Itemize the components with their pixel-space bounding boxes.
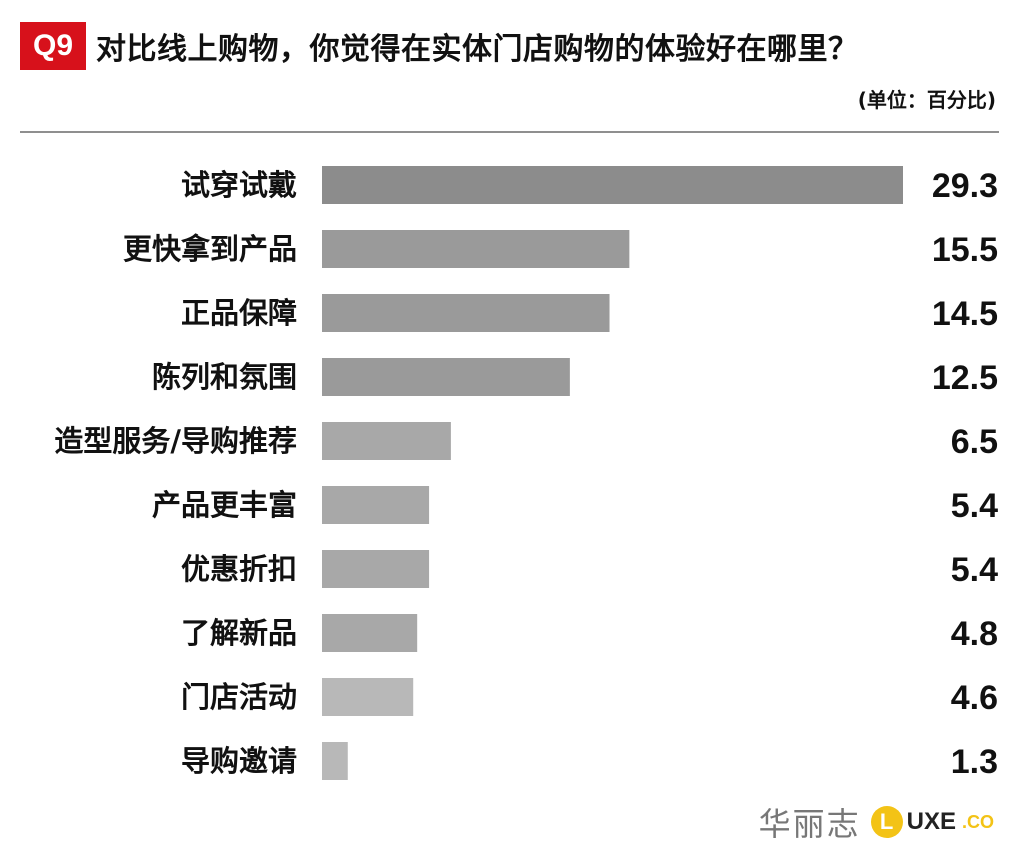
bar [322,294,610,332]
value-label: 14.5 [932,295,998,333]
value-label: 5.4 [951,487,998,525]
category-label: 更快拿到产品 [123,232,297,266]
category-label: 产品更丰富 [152,488,297,522]
value-label: 12.5 [932,359,998,397]
category-label: 正品保障 [181,296,297,330]
question-badge: Q9 [20,22,86,70]
luxe-logo-suffix: .CO [961,811,994,832]
bar [322,358,570,396]
category-label: 导购邀请 [181,744,297,778]
value-label: 4.6 [951,679,998,717]
bar [322,742,348,780]
bar [322,486,430,524]
bar [322,422,451,460]
value-label: 5.4 [951,551,998,589]
header-divider [20,131,999,133]
category-label: 试穿试戴 [181,168,297,202]
bar [322,678,414,716]
bar [322,614,418,652]
bar [322,230,630,268]
luxe-logo-mark: L [870,806,903,838]
category-label: 门店活动 [181,680,297,714]
bar [322,550,430,588]
category-label: 陈列和氛围 [152,360,297,394]
value-label: 15.5 [932,231,998,269]
value-label: 1.3 [951,743,998,781]
value-label: 29.3 [932,167,998,205]
brand-footer: 华丽志 L UXE .CO [759,799,994,845]
brand-chinese-name: 华丽志 [758,805,861,843]
chart-header: Q9 对比线上购物，你觉得在实体门店购物的体验好在哪里？ [20,22,859,70]
category-label: 了解新品 [181,616,297,650]
chart-title: 对比线上购物，你觉得在实体门店购物的体验好在哪里？ [96,32,859,67]
bar [322,166,903,204]
value-label: 6.5 [951,423,998,461]
category-label: 造型服务/导购推荐 [54,424,297,458]
luxe-logo-text: UXE [906,808,956,835]
unit-label: (单位：百分比) [857,88,996,112]
value-label: 4.8 [951,615,998,653]
category-label: 优惠折扣 [181,552,297,586]
luxe-logo: L UXE .CO [870,806,994,838]
